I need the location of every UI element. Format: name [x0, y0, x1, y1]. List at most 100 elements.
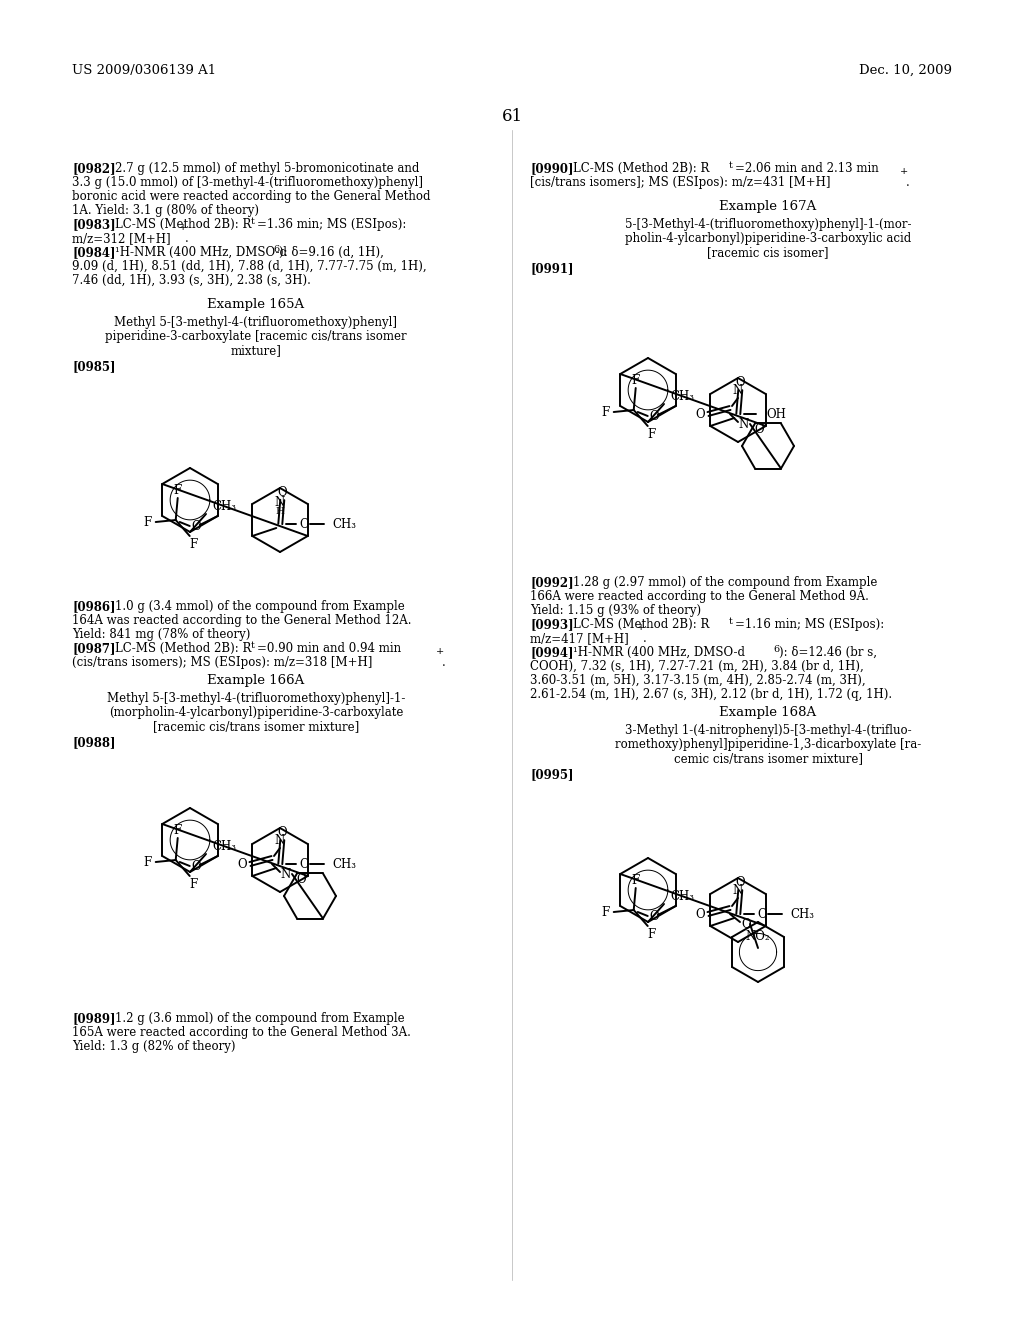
Text: boronic acid were reacted according to the General Method: boronic acid were reacted according to t… [72, 190, 430, 203]
Text: [0987]: [0987] [72, 642, 116, 655]
Text: =1.36 min; MS (ESIpos):: =1.36 min; MS (ESIpos): [257, 218, 407, 231]
Text: Yield: 841 mg (78% of theory): Yield: 841 mg (78% of theory) [72, 628, 251, 642]
Text: F: F [601, 405, 610, 418]
Text: .: . [185, 232, 188, 246]
Text: F: F [189, 537, 198, 550]
Text: F: F [143, 516, 152, 528]
Text: LC-MS (Method 2B): R: LC-MS (Method 2B): R [573, 618, 710, 631]
Text: .: . [643, 632, 647, 645]
Text: O: O [695, 908, 705, 920]
Text: 2.61-2.54 (m, 1H), 2.67 (s, 3H), 2.12 (br d, 1H), 1.72 (q, 1H).: 2.61-2.54 (m, 1H), 2.67 (s, 3H), 2.12 (b… [530, 688, 892, 701]
Text: O: O [299, 858, 309, 870]
Text: (cis/trans isomers); MS (ESIpos): m/z=318 [M+H]: (cis/trans isomers); MS (ESIpos): m/z=31… [72, 656, 373, 669]
Text: +: + [436, 648, 444, 656]
Text: N: N [733, 884, 743, 898]
Text: O: O [735, 875, 745, 888]
Text: F: F [174, 483, 182, 496]
Text: O: O [190, 520, 201, 532]
Text: Yield: 1.15 g (93% of theory): Yield: 1.15 g (93% of theory) [530, 605, 701, 616]
Text: 1A. Yield: 3.1 g (80% of theory): 1A. Yield: 3.1 g (80% of theory) [72, 205, 259, 216]
Text: CH₃: CH₃ [332, 517, 356, 531]
Text: OH: OH [766, 408, 786, 421]
Text: t: t [729, 161, 733, 170]
Text: [0985]: [0985] [72, 360, 116, 374]
Text: mixture]: mixture] [230, 345, 282, 356]
Text: O: O [238, 858, 247, 870]
Text: [0994]: [0994] [530, 645, 573, 659]
Text: Methyl 5-[3-methyl-4-(trifluoromethoxy)phenyl]: Methyl 5-[3-methyl-4-(trifluoromethoxy)p… [115, 315, 397, 329]
Text: =1.16 min; MS (ESIpos):: =1.16 min; MS (ESIpos): [735, 618, 885, 631]
Text: H: H [275, 507, 285, 516]
Text: N: N [281, 867, 291, 880]
Text: t: t [251, 218, 255, 227]
Text: [0986]: [0986] [72, 601, 116, 612]
Text: N: N [739, 417, 750, 430]
Text: N: N [274, 495, 285, 508]
Text: 2.7 g (12.5 mmol) of methyl 5-bromonicotinate and: 2.7 g (12.5 mmol) of methyl 5-bromonicot… [115, 162, 420, 176]
Text: [0990]: [0990] [530, 162, 573, 176]
Text: O: O [190, 859, 201, 873]
Text: 9.09 (d, 1H), 8.51 (dd, 1H), 7.88 (d, 1H), 7.77-7.75 (m, 1H),: 9.09 (d, 1H), 8.51 (dd, 1H), 7.88 (d, 1H… [72, 260, 427, 273]
Text: [0989]: [0989] [72, 1012, 116, 1026]
Text: Dec. 10, 2009: Dec. 10, 2009 [859, 63, 952, 77]
Text: Example 165A: Example 165A [208, 298, 304, 312]
Text: NO₂: NO₂ [745, 929, 770, 942]
Text: 6: 6 [273, 246, 280, 255]
Text: +: + [179, 223, 187, 232]
Text: O: O [278, 486, 287, 499]
Text: LC-MS (Method 2B): R: LC-MS (Method 2B): R [115, 642, 251, 655]
Text: O: O [296, 873, 306, 886]
Text: .: . [906, 176, 909, 189]
Text: CH₃: CH₃ [332, 858, 356, 870]
Text: O: O [755, 422, 764, 436]
Text: piperidine-3-carboxylate [racemic cis/trans isomer: piperidine-3-carboxylate [racemic cis/tr… [105, 330, 407, 343]
Text: 3.3 g (15.0 mmol) of [3-methyl-4-(trifluoromethoxy)phenyl]: 3.3 g (15.0 mmol) of [3-methyl-4-(triflu… [72, 176, 423, 189]
Text: CH₃: CH₃ [212, 499, 236, 512]
Text: +: + [900, 168, 908, 177]
Text: O: O [299, 517, 309, 531]
Text: CH₃: CH₃ [791, 908, 814, 920]
Text: [racemic cis/trans isomer mixture]: [racemic cis/trans isomer mixture] [153, 719, 359, 733]
Text: O: O [735, 375, 745, 388]
Text: 165A were reacted according to the General Method 3A.: 165A were reacted according to the Gener… [72, 1026, 411, 1039]
Text: ¹H-NMR (400 MHz, DMSO-d: ¹H-NMR (400 MHz, DMSO-d [115, 246, 287, 259]
Text: 1.2 g (3.6 mmol) of the compound from Example: 1.2 g (3.6 mmol) of the compound from Ex… [115, 1012, 404, 1026]
Text: [racemic cis isomer]: [racemic cis isomer] [708, 246, 828, 259]
Text: 166A were reacted according to the General Method 9A.: 166A were reacted according to the Gener… [530, 590, 869, 603]
Text: t: t [251, 642, 255, 651]
Text: F: F [647, 928, 655, 940]
Text: LC-MS (Method 2B): R: LC-MS (Method 2B): R [573, 162, 710, 176]
Text: =2.06 min and 2.13 min: =2.06 min and 2.13 min [735, 162, 879, 176]
Text: N: N [274, 834, 285, 847]
Text: ): δ=9.16 (d, 1H),: ): δ=9.16 (d, 1H), [279, 246, 384, 259]
Text: O: O [278, 825, 287, 838]
Text: F: F [647, 428, 655, 441]
Text: 61: 61 [502, 108, 522, 125]
Text: [0982]: [0982] [72, 162, 116, 176]
Text: O: O [649, 409, 658, 422]
Text: F: F [174, 824, 182, 837]
Text: [0993]: [0993] [530, 618, 573, 631]
Text: Methyl 5-[3-methyl-4-(trifluoromethoxy)phenyl]-1-: Methyl 5-[3-methyl-4-(trifluoromethoxy)p… [106, 692, 406, 705]
Text: [0991]: [0991] [530, 261, 573, 275]
Text: CH₃: CH₃ [670, 389, 694, 403]
Text: pholin-4-ylcarbonyl)piperidine-3-carboxylic acid: pholin-4-ylcarbonyl)piperidine-3-carboxy… [625, 232, 911, 246]
Text: O: O [758, 908, 767, 920]
Text: CH₃: CH₃ [670, 890, 694, 903]
Text: F: F [632, 874, 640, 887]
Text: 1.0 g (3.4 mmol) of the compound from Example: 1.0 g (3.4 mmol) of the compound from Ex… [115, 601, 404, 612]
Text: US 2009/0306139 A1: US 2009/0306139 A1 [72, 63, 216, 77]
Text: Yield: 1.3 g (82% of theory): Yield: 1.3 g (82% of theory) [72, 1040, 236, 1053]
Text: ): δ=12.46 (br s,: ): δ=12.46 (br s, [779, 645, 877, 659]
Text: 1.28 g (2.97 mmol) of the compound from Example: 1.28 g (2.97 mmol) of the compound from … [573, 576, 878, 589]
Text: 7.46 (dd, 1H), 3.93 (s, 3H), 2.38 (s, 3H).: 7.46 (dd, 1H), 3.93 (s, 3H), 2.38 (s, 3H… [72, 275, 311, 286]
Text: [0983]: [0983] [72, 218, 116, 231]
Text: 3.60-3.51 (m, 5H), 3.17-3.15 (m, 4H), 2.85-2.74 (m, 3H),: 3.60-3.51 (m, 5H), 3.17-3.15 (m, 4H), 2.… [530, 675, 865, 686]
Text: Example 167A: Example 167A [720, 201, 816, 213]
Text: .: . [442, 656, 445, 669]
Text: [0984]: [0984] [72, 246, 116, 259]
Text: =0.90 min and 0.94 min: =0.90 min and 0.94 min [257, 642, 401, 655]
Text: 6: 6 [773, 645, 779, 655]
Text: Example 168A: Example 168A [720, 706, 816, 719]
Text: O: O [649, 909, 658, 923]
